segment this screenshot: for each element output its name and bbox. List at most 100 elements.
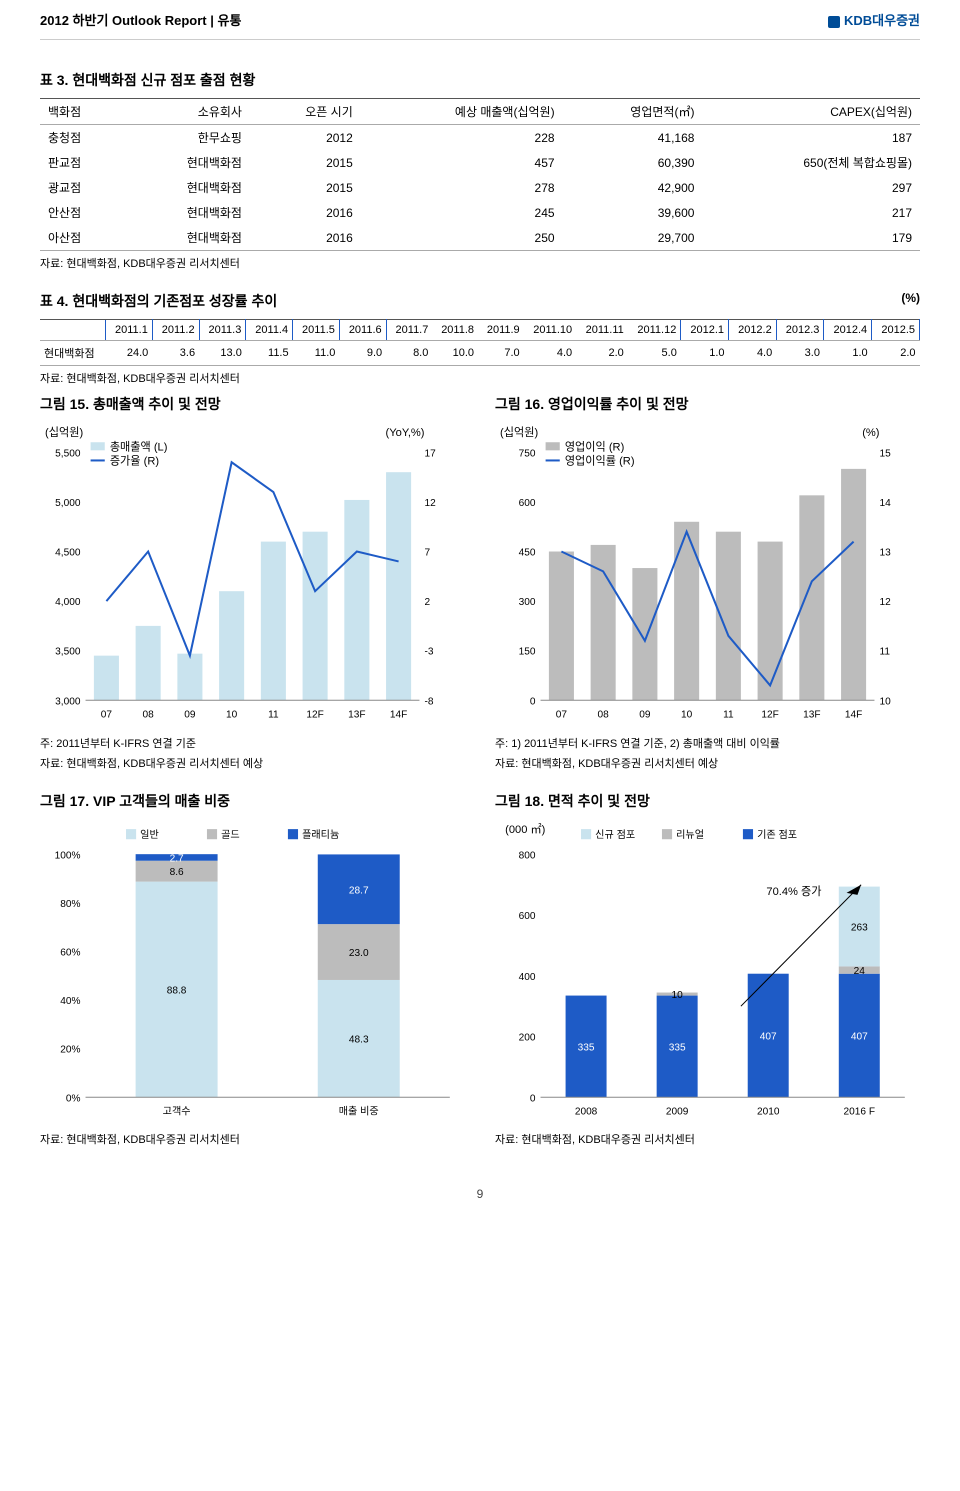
table4-unit: (%): [901, 291, 920, 305]
svg-text:매출 비중: 매출 비중: [339, 1105, 379, 1117]
svg-text:총매출액 (L): 총매출액 (L): [110, 440, 168, 453]
svg-text:07: 07: [556, 709, 568, 720]
svg-text:리뉴얼: 리뉴얼: [676, 829, 704, 841]
svg-text:5,000: 5,000: [55, 498, 81, 509]
svg-text:09: 09: [639, 709, 651, 720]
svg-text:12: 12: [880, 597, 892, 608]
svg-text:골드: 골드: [221, 829, 240, 841]
svg-text:10: 10: [672, 990, 684, 1001]
svg-text:600: 600: [519, 911, 536, 922]
chart18-source: 자료: 현대백화점, KDB대우증권 리서치센터: [495, 1131, 920, 1147]
chart17-source: 자료: 현대백화점, KDB대우증권 리서치센터: [40, 1131, 465, 1147]
svg-text:335: 335: [669, 1042, 686, 1053]
svg-text:고객수: 고객수: [163, 1105, 191, 1117]
svg-text:2010: 2010: [757, 1106, 780, 1117]
svg-text:12F: 12F: [761, 709, 778, 720]
svg-text:기존 점포: 기존 점포: [757, 829, 797, 841]
header-brand: KDB대우증권: [844, 13, 920, 28]
svg-text:60%: 60%: [60, 947, 80, 958]
chart16-note2: 자료: 현대백화점, KDB대우증권 리서치센터 예상: [495, 755, 920, 771]
svg-text:(YoY,%): (YoY,%): [386, 427, 425, 439]
chart15-note1: 주: 2011년부터 K-IFRS 연결 기준: [40, 735, 465, 751]
chart15: (십억원)(YoY,%)총매출액 (L)증가율 (R)3,0003,5004,0…: [40, 422, 465, 726]
svg-text:13: 13: [880, 548, 892, 559]
table4: 2011.12011.22011.32011.42011.52011.62011…: [40, 319, 920, 366]
svg-text:증가율 (R): 증가율 (R): [110, 454, 160, 467]
chart15-title: 그림 15. 총매출액 추이 및 전망: [40, 394, 465, 414]
chart17-title: 그림 17. VIP 고객들의 매출 비중: [40, 791, 465, 811]
svg-text:800: 800: [519, 850, 536, 861]
svg-text:2.7: 2.7: [170, 853, 184, 864]
svg-text:14F: 14F: [390, 709, 407, 720]
svg-text:07: 07: [101, 709, 113, 720]
svg-text:08: 08: [143, 709, 155, 720]
svg-text:2009: 2009: [666, 1106, 689, 1117]
svg-text:10: 10: [880, 696, 892, 707]
svg-text:40%: 40%: [60, 996, 80, 1007]
svg-text:11: 11: [880, 647, 891, 658]
svg-text:88.8: 88.8: [167, 985, 187, 996]
svg-text:-8: -8: [425, 696, 434, 707]
chart15-note2: 자료: 현대백화점, KDB대우증권 리서치센터 예상: [40, 755, 465, 771]
svg-text:750: 750: [519, 448, 536, 459]
svg-text:13F: 13F: [803, 709, 820, 720]
svg-text:0: 0: [530, 1093, 536, 1104]
page-number: 9: [40, 1187, 920, 1201]
svg-text:08: 08: [598, 709, 610, 720]
svg-text:2: 2: [425, 597, 431, 608]
svg-text:(십억원): (십억원): [500, 426, 538, 439]
svg-text:20%: 20%: [60, 1044, 80, 1055]
svg-text:8.6: 8.6: [170, 867, 184, 878]
svg-text:11: 11: [268, 709, 279, 720]
table3: 백화점소유회사오픈 시기예상 매출액(십억원)영업면적(㎡)CAPEX(십억원)…: [40, 98, 920, 251]
chart18: (000 ㎡)신규 점포리뉴얼기존 점포02004006008003353351…: [495, 819, 920, 1123]
svg-text:영업이익 (R): 영업이익 (R): [565, 440, 625, 453]
svg-text:28.7: 28.7: [349, 885, 369, 896]
svg-text:70.4% 증가: 70.4% 증가: [766, 884, 821, 897]
svg-text:100%: 100%: [55, 850, 81, 861]
svg-text:263: 263: [851, 922, 868, 933]
svg-text:12: 12: [425, 498, 437, 509]
svg-text:10: 10: [681, 709, 693, 720]
svg-text:335: 335: [578, 1042, 595, 1053]
svg-text:5,500: 5,500: [55, 448, 81, 459]
svg-text:14F: 14F: [845, 709, 862, 720]
svg-text:13F: 13F: [348, 709, 365, 720]
header-logo: KDB대우증권: [828, 10, 920, 29]
svg-text:-3: -3: [425, 647, 434, 658]
svg-text:300: 300: [519, 597, 536, 608]
svg-text:09: 09: [184, 709, 196, 720]
chart16-title: 그림 16. 영업이익률 추이 및 전망: [495, 394, 920, 414]
svg-text:2016 F: 2016 F: [844, 1106, 875, 1117]
svg-text:407: 407: [851, 1031, 868, 1042]
table3-title: 표 3. 현대백화점 신규 점포 출점 현황: [40, 70, 920, 90]
svg-text:407: 407: [760, 1031, 777, 1042]
chart16-note1: 주: 1) 2011년부터 K-IFRS 연결 기준, 2) 총매출액 대비 이…: [495, 735, 920, 751]
svg-text:11: 11: [723, 709, 734, 720]
svg-text:10: 10: [226, 709, 238, 720]
svg-text:450: 450: [519, 548, 536, 559]
table4-title: 표 4. 현대백화점의 기존점포 성장률 추이 (%): [40, 291, 920, 311]
svg-text:24: 24: [854, 966, 866, 977]
svg-text:영업이익률 (R): 영업이익률 (R): [565, 454, 635, 467]
svg-text:0%: 0%: [66, 1093, 81, 1104]
svg-text:48.3: 48.3: [349, 1034, 369, 1045]
svg-text:일반: 일반: [140, 829, 159, 841]
svg-text:(%): (%): [862, 427, 880, 439]
svg-text:200: 200: [519, 1032, 536, 1043]
svg-text:4,500: 4,500: [55, 548, 81, 559]
svg-text:400: 400: [519, 971, 536, 982]
svg-text:23.0: 23.0: [349, 948, 369, 959]
logo-icon: [828, 16, 840, 28]
svg-text:(십억원): (십억원): [45, 426, 83, 439]
svg-text:600: 600: [519, 498, 536, 509]
svg-text:12F: 12F: [306, 709, 323, 720]
chart18-title: 그림 18. 면적 추이 및 전망: [495, 791, 920, 811]
page-header: 2012 하반기 Outlook Report | 유통 KDB대우증권: [40, 0, 920, 40]
table4-source: 자료: 현대백화점, KDB대우증권 리서치센터: [40, 370, 920, 386]
svg-text:플래티늄: 플래티늄: [302, 829, 339, 841]
svg-text:신규 점포: 신규 점포: [595, 829, 635, 841]
svg-text:2008: 2008: [575, 1106, 598, 1117]
svg-text:14: 14: [880, 498, 892, 509]
svg-text:150: 150: [519, 647, 536, 658]
